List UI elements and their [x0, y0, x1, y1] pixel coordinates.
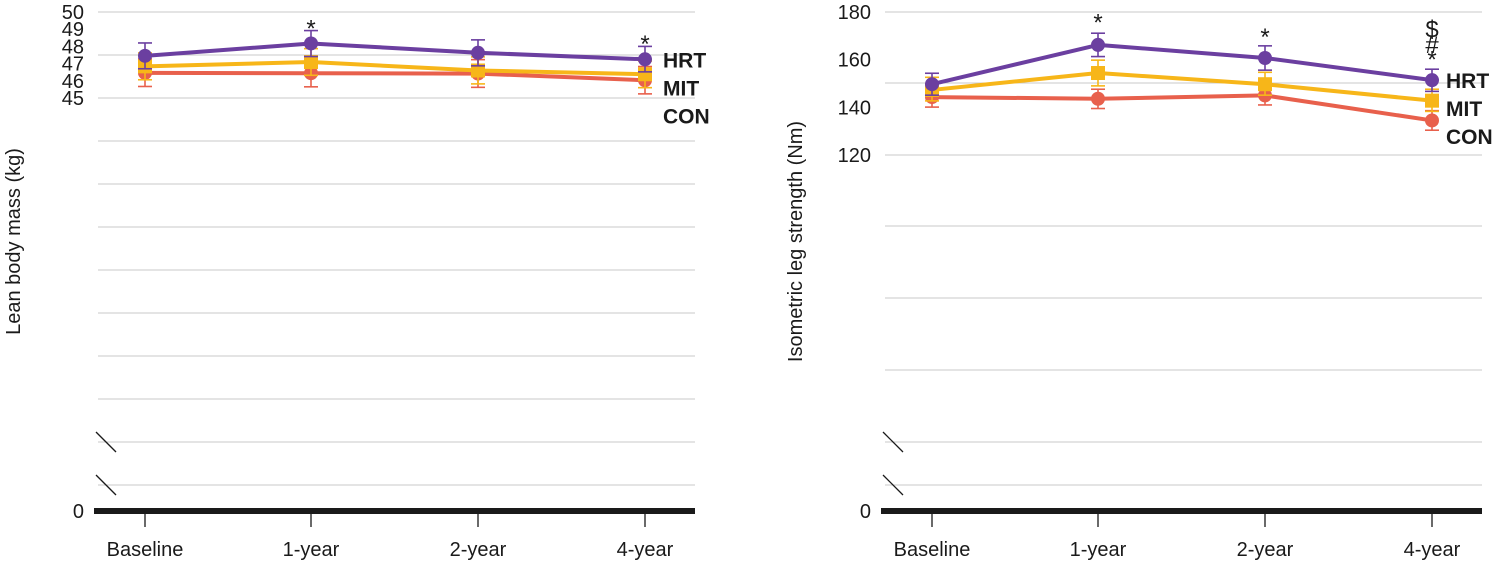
y-tick-label: 0	[860, 501, 871, 523]
y-tick-label: 180	[838, 2, 871, 24]
data-point	[304, 36, 318, 51]
data-point	[471, 45, 485, 60]
data-point	[925, 77, 939, 92]
series-label-mit: MIT	[663, 77, 699, 100]
chart-panel-2: 0 120 140 160 180 Isometric leg strength (Nm)…	[785, 2, 1493, 561]
data-point	[1425, 113, 1439, 128]
significance-marker: #	[1425, 32, 1439, 59]
axis-break-mark	[95, 431, 117, 453]
data-point	[1091, 37, 1105, 52]
x-tick-label: 1-year	[283, 539, 340, 561]
axis-break-mark	[95, 474, 117, 496]
y-axis-title: Isometric leg strength (Nm)	[785, 121, 807, 362]
x-tick-label: 2-year	[1237, 539, 1294, 561]
data-point	[1258, 50, 1272, 65]
data-point	[304, 55, 318, 70]
y-tick-label: 48	[62, 36, 84, 58]
y-tick-label: 49	[62, 19, 84, 41]
series-line	[931, 93, 1433, 123]
series-label-hrt: HRT	[1446, 70, 1489, 93]
series-label-hrt: HRT	[663, 49, 706, 72]
data-point	[1091, 66, 1105, 81]
series-hrt	[138, 29, 652, 73]
x-tick-label: 4-year	[617, 539, 674, 561]
y-tick-label: 47	[62, 54, 84, 76]
significance-marker: $	[1425, 17, 1438, 44]
data-point	[638, 52, 652, 67]
significance-marker: *	[640, 31, 649, 58]
y-tick-label: 0	[73, 501, 84, 523]
x-tick-label: 1-year	[1070, 539, 1127, 561]
significance-marker: *	[306, 15, 315, 42]
series-label-con: CON	[663, 105, 710, 128]
y-axis-title: Lean body mass (kg)	[3, 148, 25, 335]
y-tick-label: 45	[62, 88, 84, 110]
x-tick-label: 2-year	[450, 539, 507, 561]
series-line	[144, 60, 646, 77]
y-tick-label: 50	[62, 2, 84, 24]
significance-marker: *	[1260, 24, 1269, 51]
y-tick-label: 46	[62, 71, 84, 93]
significance-marker: *	[1427, 46, 1436, 73]
axis-break-mark	[882, 474, 904, 496]
data-point	[1425, 73, 1439, 88]
series-label-con: CON	[1446, 126, 1493, 149]
y-tick-label: 140	[838, 97, 871, 119]
series-line	[931, 42, 1433, 87]
significance-marker: *	[1093, 10, 1102, 37]
series-line	[144, 70, 646, 83]
y-tick-label: 120	[838, 145, 871, 167]
series-line	[144, 41, 646, 62]
series-line	[931, 71, 1433, 103]
series-hrt	[925, 32, 1439, 96]
x-tick-label: Baseline	[107, 539, 184, 561]
data-point	[138, 48, 152, 63]
y-tick-label: 160	[838, 50, 871, 72]
series-label-mit: MIT	[1446, 98, 1482, 121]
data-point	[1091, 91, 1105, 106]
data-point	[471, 63, 485, 78]
data-point	[1258, 77, 1272, 92]
series-mit	[138, 47, 652, 89]
x-tick-label: 4-year	[1404, 539, 1461, 561]
axis-break-mark	[882, 431, 904, 453]
x-tick-label: Baseline	[894, 539, 971, 561]
data-point	[1425, 93, 1439, 108]
data-point	[638, 67, 652, 82]
